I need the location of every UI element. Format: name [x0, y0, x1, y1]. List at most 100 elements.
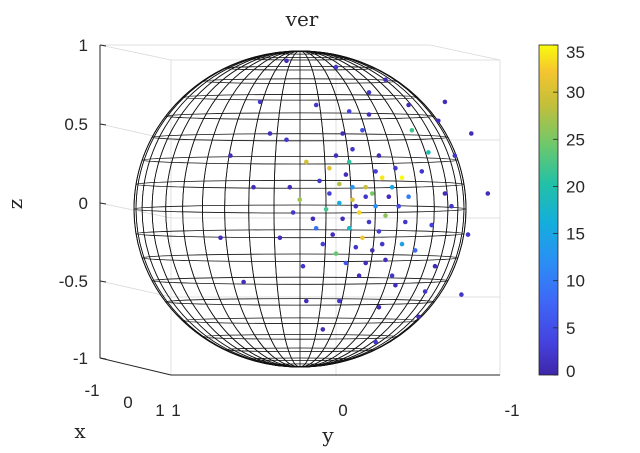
data-point: [360, 128, 365, 133]
z-tick-label: -0.5: [59, 272, 88, 291]
data-point: [389, 184, 395, 190]
data-point: [426, 150, 431, 155]
data-point: [379, 175, 385, 180]
data-point: [350, 197, 355, 203]
data-point: [346, 109, 352, 114]
data-point: [416, 314, 421, 320]
y-tick-label: 1: [171, 401, 180, 420]
data-point: [346, 226, 352, 231]
chart-title: ver: [285, 7, 319, 31]
y-tick-label: 0: [338, 401, 347, 420]
data-point: [376, 153, 382, 158]
data-point: [383, 257, 388, 263]
z-tick-label: 1: [79, 36, 88, 55]
data-point: [360, 235, 365, 241]
data-point: [383, 213, 388, 218]
data-point: [409, 128, 415, 133]
data-point: [340, 216, 345, 222]
data-point: [373, 203, 378, 209]
x-tick-label: 1: [155, 401, 164, 420]
colorbar-tick-label: 35: [566, 43, 585, 62]
data-point: [304, 159, 309, 165]
colorbar-tick-label: 10: [566, 272, 585, 291]
x-axis-label: x: [74, 419, 86, 443]
data-point: [310, 216, 316, 222]
data-point: [218, 235, 223, 241]
data-point: [379, 241, 385, 247]
data-point: [317, 178, 322, 184]
data-point: [373, 169, 378, 174]
data-point: [340, 131, 345, 136]
data-point: [346, 159, 352, 165]
data-point: [406, 102, 411, 108]
data-point: [320, 327, 326, 332]
data-point: [353, 203, 359, 209]
colorbar-tick-label: 20: [566, 177, 585, 196]
scatter-points: [218, 58, 491, 345]
data-point: [419, 169, 425, 174]
data-point: [422, 289, 428, 294]
z-tick-mark: [99, 202, 107, 205]
data-point: [337, 200, 342, 206]
axes-grid-line: [99, 280, 172, 298]
data-point: [304, 298, 309, 304]
axes-box: [99, 44, 501, 376]
data-point: [323, 207, 329, 212]
data-point: [327, 165, 332, 171]
data-point: [330, 232, 336, 237]
data-point: [363, 194, 369, 199]
data-point: [333, 153, 339, 158]
data-point: [343, 172, 349, 177]
data-point: [267, 131, 273, 136]
data-point: [403, 219, 408, 225]
axes-grid-line: [429, 44, 501, 61]
data-point: [386, 194, 392, 199]
data-point: [432, 263, 438, 269]
z-tick-label: 0: [79, 194, 88, 213]
x-tick-label: -1: [84, 381, 99, 400]
data-point: [393, 165, 398, 171]
data-point: [337, 298, 342, 304]
data-point: [300, 263, 306, 269]
x-axis-line: [99, 357, 172, 376]
y-axis-label: y: [321, 423, 334, 447]
sphere-longitude: [135, 50, 465, 368]
y-tick-label: -1: [504, 401, 519, 420]
data-point: [228, 153, 233, 158]
data-point: [284, 58, 289, 64]
x-tick-label: 0: [123, 393, 132, 412]
colorbar-tick-label: 30: [566, 83, 585, 102]
data-point: [251, 184, 256, 190]
data-point: [343, 260, 349, 266]
data-point: [412, 248, 418, 253]
data-point: [353, 244, 359, 250]
z-tick-mark: [99, 357, 107, 360]
data-point: [241, 279, 246, 285]
data-point: [376, 229, 382, 234]
data-point: [459, 292, 464, 297]
data-point: [429, 222, 435, 228]
data-point: [327, 191, 332, 196]
data-point: [277, 235, 283, 241]
z-axis-label: z: [3, 199, 27, 210]
data-point: [370, 191, 375, 196]
z-tick-label: 0.5: [64, 115, 88, 134]
data-point: [406, 194, 411, 199]
data-point: [356, 273, 362, 279]
data-point: [313, 102, 319, 108]
data-point: [350, 184, 355, 190]
data-point: [449, 203, 454, 209]
data-point: [469, 131, 474, 136]
data-point: [366, 90, 372, 95]
data-point: [297, 197, 303, 203]
data-point: [257, 99, 263, 105]
axes-grid-line: [99, 44, 172, 61]
colorbar-tick-label: 5: [566, 319, 575, 338]
data-point: [373, 339, 378, 345]
colorbar: [538, 44, 559, 376]
data-point: [320, 241, 326, 247]
data-point: [333, 64, 339, 70]
data-point: [366, 219, 372, 225]
colorbar-tick-label: 0: [566, 362, 575, 381]
